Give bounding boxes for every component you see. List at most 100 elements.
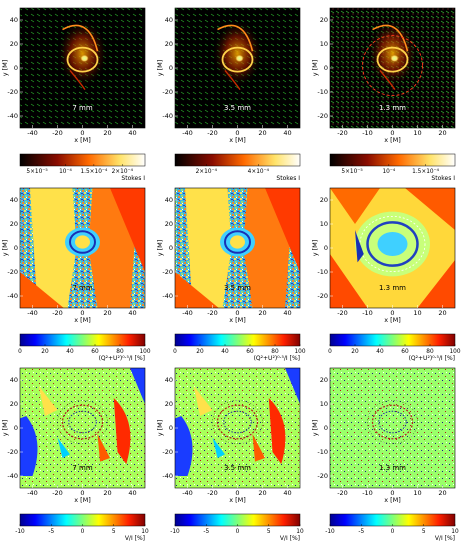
colorbar-label: (Q²+U²)⁰·⁵/I [%] bbox=[254, 355, 300, 362]
colorbar-tick-label: 5 bbox=[267, 529, 271, 535]
x-tick-label: 20 bbox=[103, 489, 111, 497]
colorbar-label: Stokes I bbox=[121, 175, 145, 182]
panel-image bbox=[20, 188, 145, 308]
y-tick-label: -10 bbox=[317, 268, 328, 276]
y-tick-label: 20 bbox=[320, 16, 328, 24]
colorbar-tick-label: -10 bbox=[325, 529, 335, 535]
y-axis-label: y [M] bbox=[156, 240, 164, 257]
colorbar-label: V/I [%] bbox=[435, 535, 455, 542]
wavelength-label: 1.3 mm bbox=[379, 104, 406, 112]
panel-stokes-i-1: -40 -20 0 20 40 40 20 0 -20 -40 x [M] y [M] 3.5 mm bbox=[156, 7, 301, 144]
panel-linear-polarization-0: -40 -20 0 20 40 40 20 0 -20 -40 x [M] y [M] 7 mm bbox=[1, 187, 146, 324]
wavelength-label: 1.3 mm bbox=[379, 284, 406, 292]
y-axis-label: y [M] bbox=[1, 60, 9, 77]
panel-image bbox=[330, 368, 455, 488]
y-axis-label: y [M] bbox=[1, 240, 9, 257]
colorbar-tick-label: 5 bbox=[422, 529, 426, 535]
x-tick-label: -40 bbox=[27, 309, 38, 317]
colorbar-tick-label: 10 bbox=[451, 529, 459, 535]
wavelength-label: 3.5 mm bbox=[224, 464, 251, 472]
row-stokes-i: -40 -20 0 20 40 40 20 0 -20 -40 x [M] y [M] 7 mm 5×10… bbox=[1, 7, 456, 182]
x-tick-label: 40 bbox=[128, 309, 136, 317]
wavelength-label: 1.3 mm bbox=[379, 464, 406, 472]
colorbar-label: (Q²+U²)⁰·⁵/I [%] bbox=[409, 355, 455, 362]
colorbar-stokes-i-1: 2×10⁻⁴ 4×10⁻⁴ Stokes I bbox=[174, 153, 301, 182]
y-tick-label: 20 bbox=[320, 376, 328, 384]
colorbar-tick-label: 0 bbox=[236, 529, 240, 535]
colorbar-circular-polarization-1: -10 -5 0 5 10V/I [%] bbox=[170, 513, 304, 542]
y-tick-label: -20 bbox=[7, 268, 18, 276]
x-tick-label: 0 bbox=[80, 309, 84, 317]
x-tick-label: -20 bbox=[337, 129, 348, 137]
y-tick-label: 20 bbox=[10, 40, 18, 48]
x-tick-label: -20 bbox=[207, 129, 218, 137]
x-tick-label: 20 bbox=[103, 309, 111, 317]
y-axis-label: y [M] bbox=[1, 420, 9, 437]
x-tick-label: 20 bbox=[438, 129, 446, 137]
y-tick-label: 0 bbox=[14, 424, 18, 432]
x-axis-label: x [M] bbox=[74, 136, 91, 144]
panel-image bbox=[175, 368, 300, 488]
x-tick-label: 10 bbox=[413, 489, 421, 497]
x-tick-label: 20 bbox=[438, 489, 446, 497]
panel-stokes-i-2: -20 -10 0 10 20 20 10 0 -10 -20 x [M] y [M] 1.3 mm bbox=[311, 7, 456, 144]
x-axis-label: x [M] bbox=[384, 496, 401, 504]
panel-circular-polarization-1: -40 -20 0 20 40 40 20 0 -20 -40 x [M] y [M] 3.5 mm bbox=[156, 367, 301, 504]
x-axis-label: x [M] bbox=[384, 316, 401, 324]
colorbar-gradient bbox=[19, 333, 146, 347]
y-tick-label: -20 bbox=[162, 448, 173, 456]
x-axis-label: x [M] bbox=[74, 316, 91, 324]
colorbar-tick-label: 5×10⁻⁵ bbox=[341, 168, 363, 175]
y-tick-label: -20 bbox=[162, 268, 173, 276]
x-tick-label: 40 bbox=[283, 309, 291, 317]
colorbar-tick-label: 0 bbox=[391, 529, 395, 535]
colorbar-tick-label: -10 bbox=[15, 529, 25, 535]
panel-image bbox=[20, 368, 145, 488]
x-tick-label: 40 bbox=[128, 489, 136, 497]
panel-linear-polarization-1: -40 -20 0 20 40 40 20 0 -20 -40 x [M] y [M] 3.5 mm bbox=[156, 187, 301, 324]
colorbar-tick-label: 100 bbox=[139, 349, 150, 355]
x-tick-label: 10 bbox=[413, 309, 421, 317]
x-tick-label: 0 bbox=[80, 129, 84, 137]
y-tick-label: 0 bbox=[14, 244, 18, 252]
x-tick-label: -40 bbox=[182, 129, 193, 137]
colorbar-circular-polarization-2: -10 -5 0 5 10V/I [%] bbox=[325, 513, 459, 542]
row-linear-polarization: -40 -20 0 20 40 40 20 0 -20 -40 x [M] y [M] 7 mm 0 20 4… bbox=[1, 187, 461, 362]
y-tick-label: 0 bbox=[324, 244, 328, 252]
x-tick-label: 0 bbox=[390, 489, 394, 497]
colorbar-tick-label: 100 bbox=[294, 349, 305, 355]
colorbar-tick-label: 1.5×10⁻⁴ bbox=[80, 168, 108, 175]
colorbar-tick-label: -5 bbox=[203, 529, 209, 535]
x-tick-label: 10 bbox=[413, 129, 421, 137]
colorbar-linear-polarization-0: 0 20 40 60 80 100(Q²+U²)⁰·⁵/I [%] bbox=[18, 333, 151, 362]
x-tick-label: 20 bbox=[103, 129, 111, 137]
colorbar-tick-label: 0 bbox=[81, 529, 85, 535]
y-tick-label: 10 bbox=[320, 40, 328, 48]
colorbar-tick-label: 60 bbox=[246, 349, 254, 355]
y-tick-label: 0 bbox=[324, 64, 328, 72]
x-tick-label: 20 bbox=[258, 129, 266, 137]
colorbar-tick-label: 60 bbox=[91, 349, 99, 355]
y-tick-label: -40 bbox=[7, 292, 18, 300]
x-tick-label: -20 bbox=[52, 129, 63, 137]
y-tick-label: 40 bbox=[10, 196, 18, 204]
panel-image bbox=[330, 8, 455, 128]
colorbar-tick-label: 40 bbox=[66, 349, 74, 355]
panel-circular-polarization-2: -20 -10 0 10 20 20 10 0 -10 -20 x [M] y [M] 1.3 mm bbox=[311, 367, 456, 504]
colorbar-tick-label: 0 bbox=[328, 349, 332, 355]
colorbar-tick-label: 40 bbox=[221, 349, 229, 355]
y-axis-label: y [M] bbox=[311, 420, 319, 437]
y-tick-label: 40 bbox=[165, 196, 173, 204]
y-tick-label: -20 bbox=[317, 112, 328, 120]
colorbar-label: (Q²+U²)⁰·⁵/I [%] bbox=[99, 355, 145, 362]
x-tick-label: -40 bbox=[182, 489, 193, 497]
x-tick-label: 40 bbox=[283, 489, 291, 497]
x-tick-label: -20 bbox=[52, 309, 63, 317]
x-tick-label: 20 bbox=[258, 309, 266, 317]
y-tick-label: 0 bbox=[324, 424, 328, 432]
panel-image bbox=[175, 8, 300, 128]
